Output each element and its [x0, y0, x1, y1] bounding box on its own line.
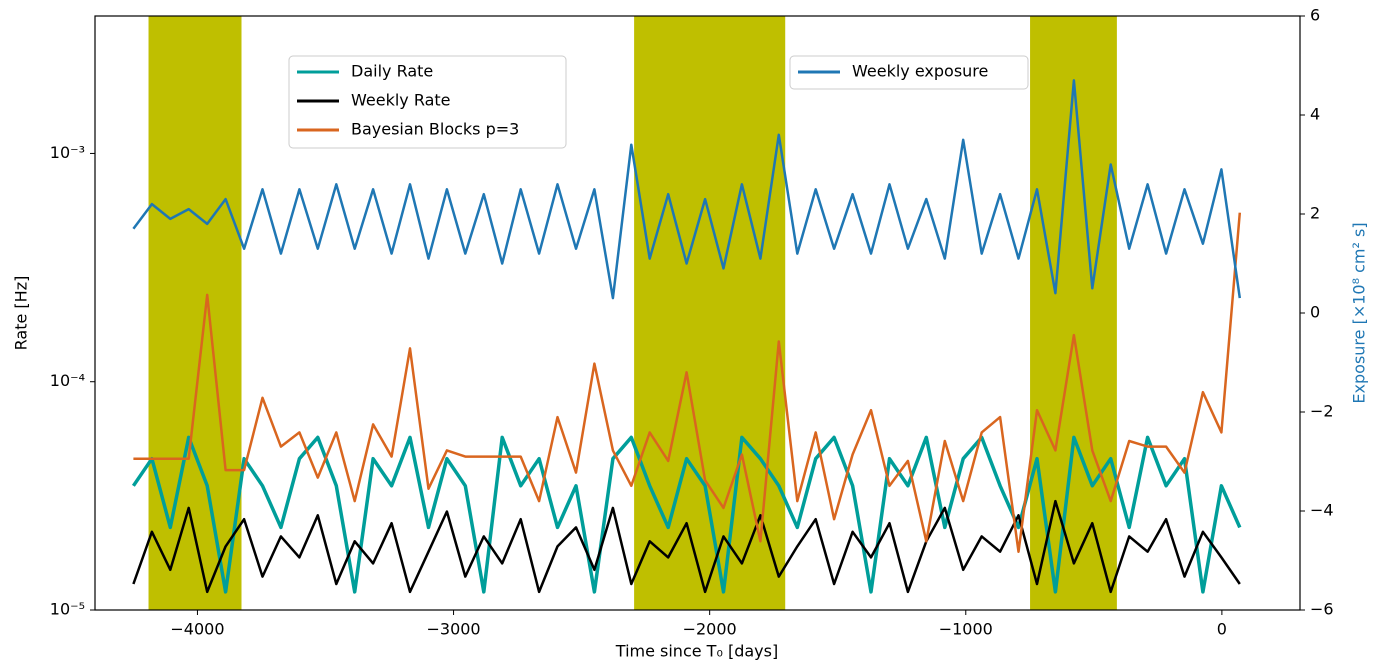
y2-tick-label: −6 [1310, 600, 1334, 619]
y2-tick-label: 0 [1310, 303, 1320, 322]
y-tick-label: 10⁻³ [50, 143, 85, 162]
x-axis-label: Time since T₀ [days] [615, 642, 778, 661]
y2-tick-label: 6 [1310, 6, 1320, 25]
series-line [133, 212, 1242, 553]
y-tick-label: 10⁻⁵ [50, 600, 85, 619]
x-tick-label: −4000 [170, 620, 224, 639]
shaded-region [148, 16, 242, 610]
legend-box [288, 55, 567, 149]
series-line [131, 435, 1242, 594]
x-tick-label: 0 [1217, 620, 1227, 639]
legend-label: Bayesian Blocks p=3 [351, 120, 519, 139]
y2-axis-label: Exposure [×10⁸ cm² s] [1350, 222, 1369, 403]
y-tick-label: 10⁻⁴ [50, 371, 85, 390]
plot-background [148, 16, 1117, 610]
shaded-region [1030, 16, 1117, 610]
x-tick-label: −3000 [426, 620, 480, 639]
y-axis-label: Rate [Hz] [12, 276, 31, 351]
y2-tick-label: 2 [1310, 204, 1320, 223]
x-tick-label: −2000 [683, 620, 737, 639]
legend-box [789, 55, 1029, 90]
legend-label: Weekly Rate [351, 91, 451, 110]
x-tick-label: −1000 [939, 620, 993, 639]
series-line [132, 79, 1242, 300]
legend-label: Daily Rate [351, 62, 433, 81]
y2-tick-label: −4 [1310, 501, 1334, 520]
y2-tick-label: 4 [1310, 105, 1320, 124]
y2-tick-label: −2 [1310, 402, 1334, 421]
series-line [132, 499, 1241, 594]
legends: Daily Rate Weekly Rate Bayesian Blocks p=3… [288, 55, 1029, 149]
legend-label: Weekly exposure [852, 62, 988, 81]
plot-lines [131, 79, 1242, 594]
axes: −4000 −3000 −2000 −1000 0 10⁻⁵ 10⁻⁴ 10⁻³ −6 −4 −2 0… [50, 6, 1334, 639]
